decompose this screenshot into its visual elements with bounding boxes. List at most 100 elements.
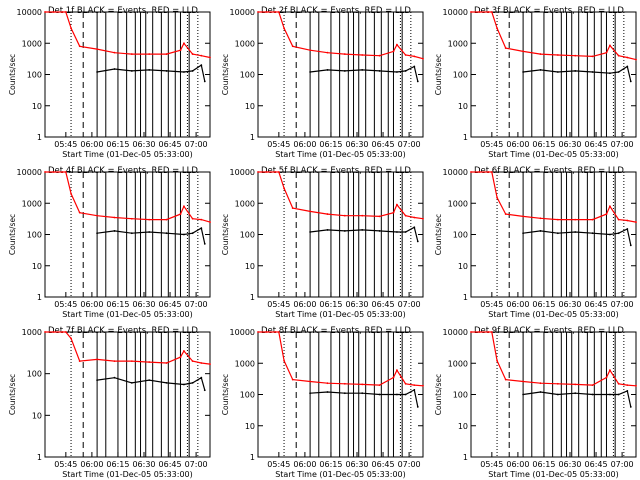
events-point [165, 382, 168, 384]
lld-point [413, 55, 416, 58]
y-tick-label: 100 [27, 71, 42, 80]
y-tick-label: 10 [458, 262, 468, 271]
lld-point [70, 337, 72, 340]
lld-point [61, 331, 64, 333]
y-axis-label: Counts/sec [8, 54, 17, 95]
lld-point [165, 53, 168, 55]
lld-series-line [258, 171, 424, 220]
lld-point [52, 11, 55, 13]
x-tick-label: 06:45 [585, 140, 608, 149]
events-point [416, 80, 419, 83]
x-tick-label: 06:15 [106, 140, 129, 149]
lld-point [404, 54, 407, 56]
events-point [183, 383, 185, 386]
events-point [148, 231, 151, 233]
x-tick-label: 06:15 [319, 140, 342, 149]
events-point [130, 70, 133, 72]
lld-point [574, 218, 577, 221]
lld-point [291, 207, 294, 209]
y-tick-label: 1000 [22, 39, 42, 48]
lld-point [522, 215, 525, 218]
lld-point [626, 56, 629, 59]
y-tick-label: 1000 [235, 199, 255, 208]
lld-point [277, 331, 280, 333]
events-series-line [97, 227, 206, 245]
lld-point [574, 54, 577, 57]
events-series-line [523, 228, 632, 246]
lld-point [487, 171, 490, 173]
events-point [617, 393, 620, 396]
lld-point [504, 47, 507, 49]
lld-point [283, 187, 285, 190]
lld-point [478, 331, 481, 333]
lld-point [378, 384, 381, 386]
x-tick-label: 06:15 [319, 460, 342, 469]
lld-point [257, 11, 259, 13]
plot-frame [470, 11, 637, 138]
lld-point [539, 53, 542, 55]
x-axis-label: Start Time (01-Dec-05 05:33:00) [488, 470, 619, 479]
lld-point [70, 27, 72, 30]
lld-point [113, 216, 116, 219]
y-axis-label: Counts/sec [434, 54, 443, 95]
y-tick-label: 100 [453, 391, 468, 400]
lld-point [490, 171, 493, 173]
lld-point [113, 51, 116, 54]
x-axis-label: Start Time (01-Dec-05 05:33:00) [275, 470, 406, 479]
events-point [203, 389, 206, 392]
plot-title: Det 1f BLACK = Events, RED = LLD [48, 6, 198, 16]
lld-series-line [45, 171, 211, 223]
lld-point [487, 331, 490, 333]
x-tick-label: 07:00 [611, 140, 634, 149]
det-1f-plot: Det 1f BLACK = Events, RED = LLD 1 10 100 10… [8, 6, 211, 159]
lld-point [309, 210, 312, 213]
lld-point [617, 218, 620, 221]
x-tick-label: 06:00 [293, 460, 316, 469]
events-point [96, 232, 99, 235]
y-tick-label: 1 [463, 453, 468, 462]
events-point [413, 389, 416, 391]
x-tick-label: 06:45 [585, 460, 608, 469]
lld-point [617, 54, 620, 57]
plot-frame [257, 171, 424, 298]
y-tick-label: 1000 [22, 199, 42, 208]
y-tick-label: 10000 [443, 328, 468, 337]
lld-point [556, 382, 559, 385]
x-tick-label: 06:30 [345, 140, 368, 149]
lld-point [422, 217, 424, 220]
x-axis-label: Start Time (01-Dec-05 05:33:00) [62, 150, 193, 159]
x-tick-label: 07:00 [398, 460, 421, 469]
lld-point [609, 205, 611, 208]
x-tick-label: 06:30 [345, 300, 368, 309]
events-point [343, 392, 346, 395]
events-point [396, 393, 398, 396]
lld-point [343, 53, 346, 55]
lld-point [556, 54, 559, 56]
lld-point [183, 42, 185, 45]
events-point [626, 390, 629, 392]
det-3f-plot: Det 3f BLACK = Events, RED = LLD 1 10 100 10… [434, 6, 637, 159]
lld-point [200, 218, 203, 221]
y-tick-label: 100 [453, 231, 468, 240]
lld-point [148, 53, 151, 55]
lld-point [44, 11, 46, 13]
x-tick-label: 06:30 [132, 140, 155, 149]
x-tick-label: 05:45 [480, 460, 503, 469]
lld-point [490, 331, 493, 333]
lld-point [413, 216, 416, 219]
y-tick-label: 10000 [230, 8, 255, 17]
lld-point [522, 50, 525, 53]
y-axis-label: Counts/sec [434, 374, 443, 415]
x-tick-label: 06:45 [159, 300, 182, 309]
x-tick-label: 06:30 [345, 460, 368, 469]
lld-point [522, 380, 525, 383]
x-axis-label: Start Time (01-Dec-05 05:33:00) [275, 310, 406, 319]
y-tick-label: 100 [240, 71, 255, 80]
events-point [148, 69, 151, 71]
det-6f-plot: Det 6f BLACK = Events, RED = LLD 1 10 100 10… [434, 166, 637, 319]
lld-point [626, 219, 629, 222]
lld-point [179, 356, 182, 358]
det-2f-plot: Det 2f BLACK = Events, RED = LLD 1 10 100 10… [221, 6, 424, 159]
lld-point [52, 171, 55, 173]
